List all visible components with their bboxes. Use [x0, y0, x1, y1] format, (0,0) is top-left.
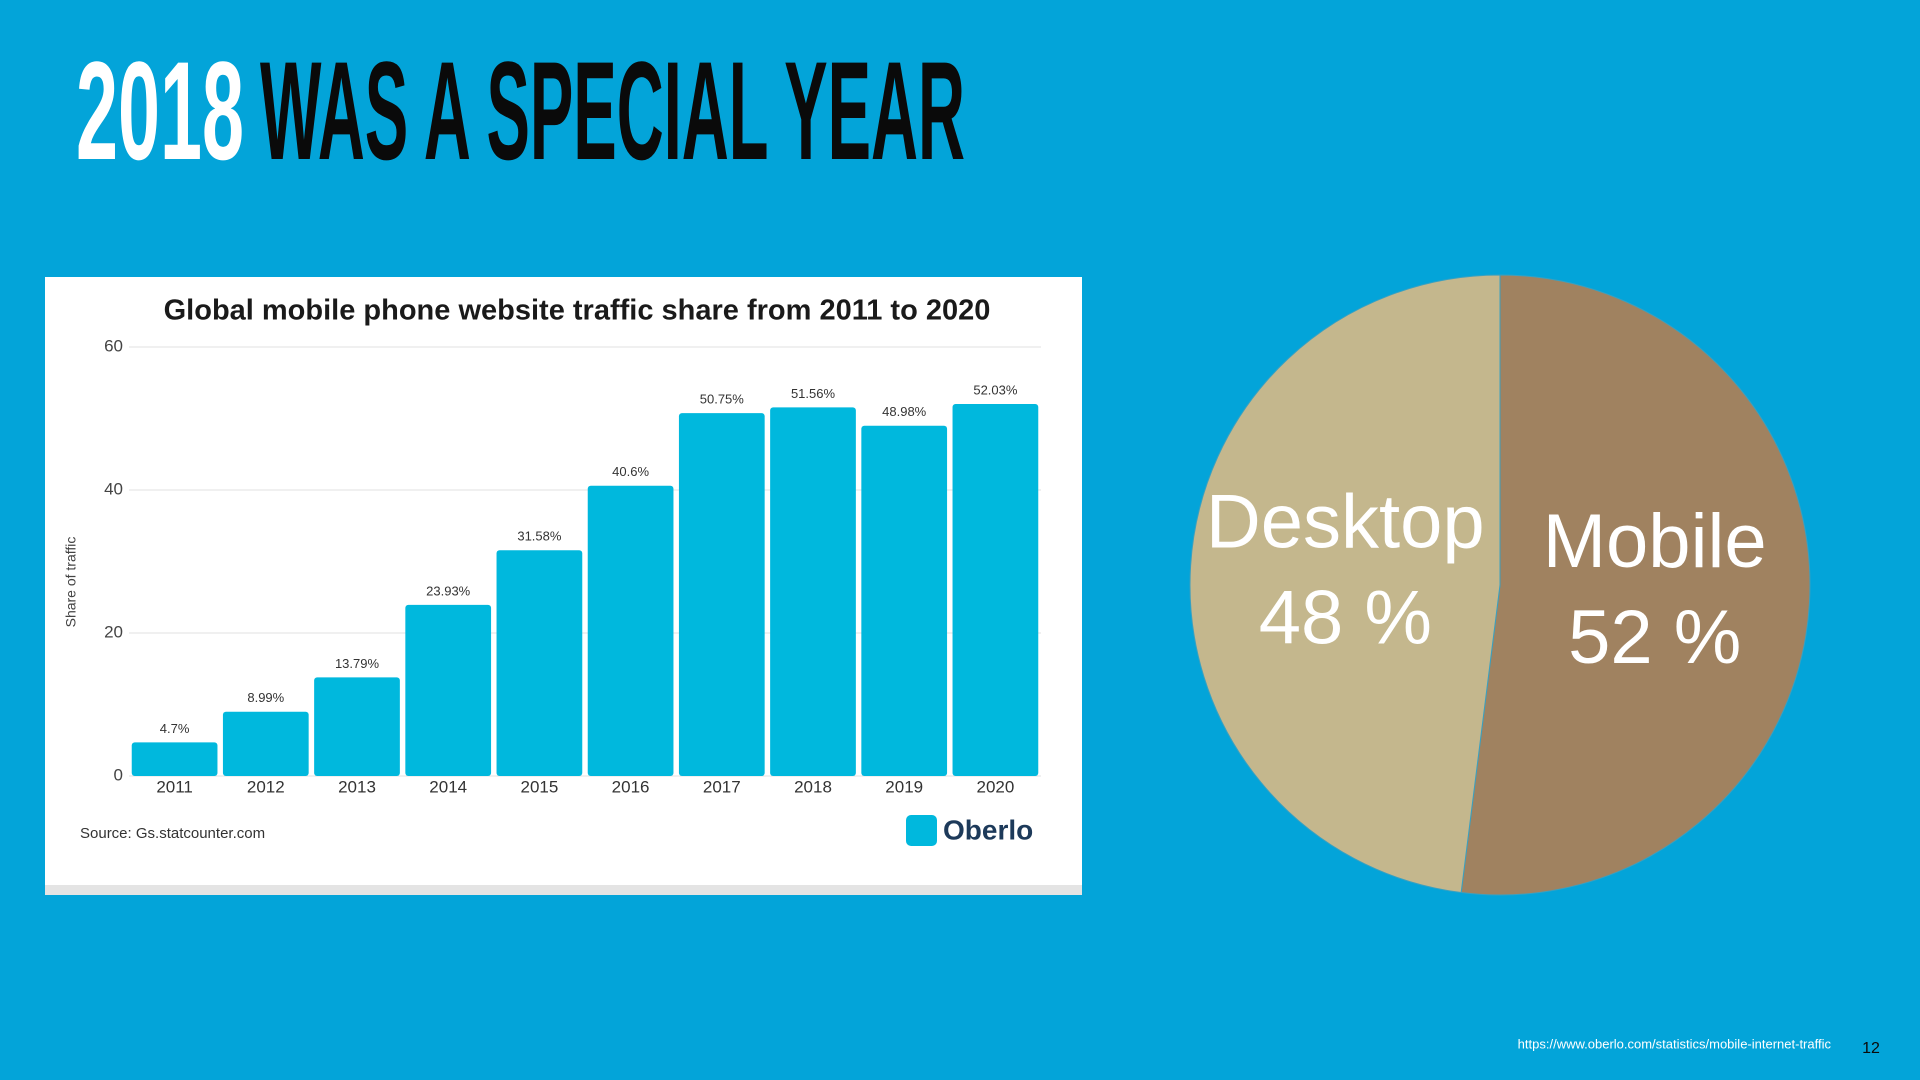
logo-text: Oberlo [943, 814, 1033, 845]
bar [770, 407, 856, 776]
slice-label: Mobile [1543, 499, 1767, 584]
x-tick-label: 2013 [338, 777, 376, 796]
bar [131, 742, 218, 776]
y-tick-label: 60 [104, 336, 123, 355]
value-label: 51.56% [791, 386, 836, 401]
slice-value-label: 52 % [1568, 595, 1741, 680]
x-tick-label: 2016 [612, 777, 650, 796]
bar [587, 485, 674, 776]
x-tick-label: 2020 [976, 777, 1014, 796]
value-label: 48.98% [882, 404, 927, 419]
value-label: 13.79% [335, 656, 380, 671]
x-tick-label: 2012 [247, 777, 285, 796]
x-tick-label: 2011 [156, 777, 193, 796]
bar [222, 711, 309, 776]
value-label: 50.75% [700, 392, 745, 407]
value-label: 40.6% [612, 464, 649, 479]
title-rest: WAS A SPECIAL YEAR [260, 32, 965, 189]
chart-source: Source: Gs.statcounter.com [80, 825, 265, 842]
pie-slice [1460, 274, 1811, 896]
y-tick-label: 40 [104, 479, 123, 498]
logo-icon [906, 815, 937, 846]
value-label: 23.93% [426, 583, 471, 598]
x-tick-label: 2017 [703, 777, 741, 796]
panel-footer-strip [45, 885, 1082, 895]
value-label: 52.03% [973, 382, 1018, 397]
bar [405, 604, 492, 776]
bar [314, 677, 400, 776]
x-tick-label: 2019 [885, 777, 923, 796]
x-tick-label: 2015 [520, 777, 558, 796]
bar [861, 425, 948, 776]
source-url: https://www.oberlo.com/statistics/mobile… [1518, 1036, 1832, 1051]
value-label: 8.99% [247, 690, 284, 705]
x-tick-label: 2014 [429, 777, 467, 796]
value-label: 31.58% [517, 529, 562, 544]
x-tick-label: 2018 [794, 777, 832, 796]
bar [496, 550, 583, 776]
chart-title: Global mobile phone website traffic shar… [164, 295, 991, 327]
slice-value-label: 48 % [1259, 575, 1432, 660]
slice-label: Desktop [1206, 479, 1485, 564]
y-axis-label: Share of traffic [63, 537, 79, 628]
y-tick-label: 0 [114, 765, 123, 784]
title-highlight: 2018 [76, 32, 244, 189]
value-label: 4.7% [160, 721, 190, 736]
bar [678, 413, 765, 776]
page-number: 12 [1862, 1040, 1880, 1057]
bar [952, 403, 1039, 776]
pie-slice [1189, 274, 1501, 894]
y-tick-label: 20 [104, 622, 123, 641]
